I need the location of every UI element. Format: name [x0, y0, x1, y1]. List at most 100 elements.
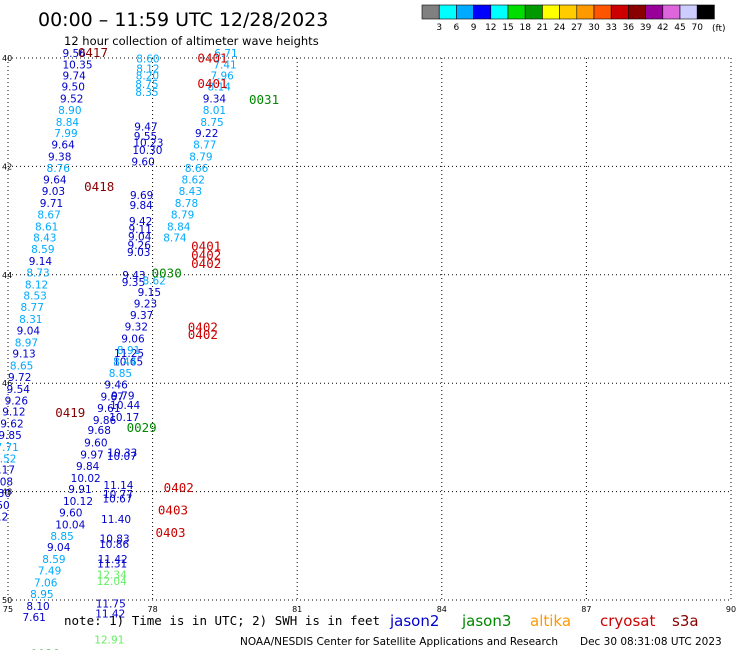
wave-height-value: 7.41 [213, 59, 236, 71]
time-label: 0401 [197, 76, 227, 91]
wave-height-value: 11.14 [103, 480, 133, 492]
time-label: 0029 [127, 420, 157, 435]
y-tick-label: 50 [2, 596, 12, 605]
wave-height-value: 9.84 [129, 200, 153, 212]
page-subtitle: 12 hour collection of altimeter wave hei… [64, 34, 319, 48]
wave-height-value: 10.77 [103, 489, 133, 501]
time-label: 0031 [249, 92, 279, 107]
wave-height-value: 9.61 [97, 403, 120, 415]
time-label: 0402 [164, 480, 194, 495]
wave-height-value: 8.85 [50, 531, 73, 543]
wave-height-value: 9.52 [60, 93, 83, 105]
wave-height-value: 8.78 [175, 198, 198, 210]
wave-height-value: 9.26 [128, 240, 152, 252]
wave-height-value: 9.38 [48, 151, 71, 163]
wave-height-value: 9.15 [138, 287, 161, 299]
wave-height-value: 8.59 [42, 554, 65, 566]
wave-height-value: 8.75 [200, 117, 223, 129]
wave-height-value: 9.72 [8, 372, 31, 384]
time-label: 0403 [158, 502, 188, 517]
wave-height-value: 9.68 [88, 425, 111, 437]
wave-height-value: 8.61 [35, 221, 58, 233]
satellite-cryosat: cryosat [600, 612, 655, 630]
wave-height-value: 9.42 [129, 216, 152, 228]
wave-height-value: 11.40 [101, 514, 131, 526]
wave-height-value: 8.97 [15, 337, 38, 349]
legend-swatch [679, 4, 698, 20]
wave-height-value: 8.79 [189, 151, 212, 163]
legend-swatch [610, 4, 629, 20]
wave-height-value: 9.50 [0, 500, 10, 512]
wave-height-value: 7.71 [0, 442, 19, 454]
wave-height-value: 8.91 [117, 345, 140, 357]
legend-label: 30 [588, 23, 600, 33]
wave-height-value: 8.43 [33, 233, 56, 245]
y-tick-label: 44 [2, 271, 12, 280]
wave-height-value: 11.25 [114, 348, 144, 360]
wave-height-value: 9.55 [134, 131, 157, 143]
wave-height-value: 9.60 [131, 156, 154, 168]
legend-label: 12 [485, 23, 496, 33]
wave-height-value: 8.12 [25, 279, 48, 291]
wave-height-value: 9.64 [43, 175, 67, 187]
satellite-jason2: jason2 [389, 612, 439, 630]
y-tick-label: 42 [2, 162, 12, 171]
legend-label: 70 [691, 23, 703, 33]
legend-swatch [593, 4, 612, 20]
wave-height-value: 10.67 [102, 493, 132, 505]
wave-height-value: 10.07 [107, 451, 137, 463]
wave-height-value: 12.34 [97, 569, 127, 581]
wave-height-value: 10.02 [71, 473, 101, 485]
wave-height-value: 9.23 [134, 298, 157, 310]
wave-height-value: 8.35 [135, 87, 158, 99]
wave-height-value: 8.85 [109, 368, 132, 380]
legend-swatch [628, 4, 646, 20]
footnote: note: 1) Time is in UTC; 2) SWH is in fe… [64, 613, 380, 628]
wave-height-value: 9.97 [80, 450, 103, 462]
wave-height-value: 10.30 [132, 145, 162, 157]
wave-height-value: 9.86 [93, 415, 117, 427]
wave-height-value: 8.75 [135, 79, 158, 91]
wave-height-value: 9.03 [42, 186, 65, 198]
wave-height-value: 9.74 [62, 71, 86, 83]
wave-height-value: 8.76 [47, 163, 71, 175]
time-label: 0401 [197, 50, 227, 65]
wave-height-value: 9.35 [122, 277, 145, 289]
wave-height-value: 10.23 [133, 137, 163, 149]
wave-height-value: 11.42 [98, 554, 128, 566]
wave-height-value: 9.85 [0, 430, 22, 442]
timestamp: Dec 30 08:31:08 UTC 2023 [580, 636, 722, 648]
wave-height-value: 6.71 [214, 48, 237, 60]
legend-swatch [456, 4, 474, 20]
wave-height-value: 8.52 [0, 453, 16, 465]
time-label: 0418 [84, 179, 114, 194]
wave-height-value: 9.47 [134, 122, 157, 134]
legend-label: 39 [640, 23, 652, 33]
legend-swatch [507, 4, 526, 20]
satellite-legend: jason2 jason3 altika cryosat s3a [389, 612, 699, 630]
wave-height-value: 9.62 [0, 419, 23, 431]
time-label: 0402 [188, 327, 218, 342]
y-axis-ticks: 40 42 44 46 48 50 [2, 54, 12, 605]
wave-height-value: 9.03 [127, 247, 150, 259]
legend-label: 3 [436, 23, 442, 33]
time-label: 0402 [191, 248, 221, 263]
wave-height-value: 8.44 [113, 356, 137, 368]
x-tick-label: 90 [726, 605, 736, 614]
wave-height-value: 10.12 [63, 496, 93, 508]
wave-height-value: 9.12 [2, 407, 25, 419]
legend-label: 36 [623, 23, 635, 33]
satellite-altika: altika [530, 612, 571, 630]
wave-height-value: 8.74 [163, 233, 187, 245]
wave-height-value: 9.11 [129, 224, 152, 236]
legend-swatch [662, 4, 681, 20]
wave-height-value: 8.77 [21, 302, 44, 314]
wave-height-value: 9.06 [121, 334, 145, 346]
wave-height-value: 9.13 [12, 349, 35, 361]
wave-height-value: 9.08 [0, 477, 13, 489]
legend-label: 27 [571, 23, 582, 33]
x-tick-label: 81 [292, 605, 302, 614]
wave-height-value: 9.71 [40, 198, 63, 210]
wave-height-value: 8.77 [193, 140, 216, 152]
legend-swatch [473, 4, 492, 20]
